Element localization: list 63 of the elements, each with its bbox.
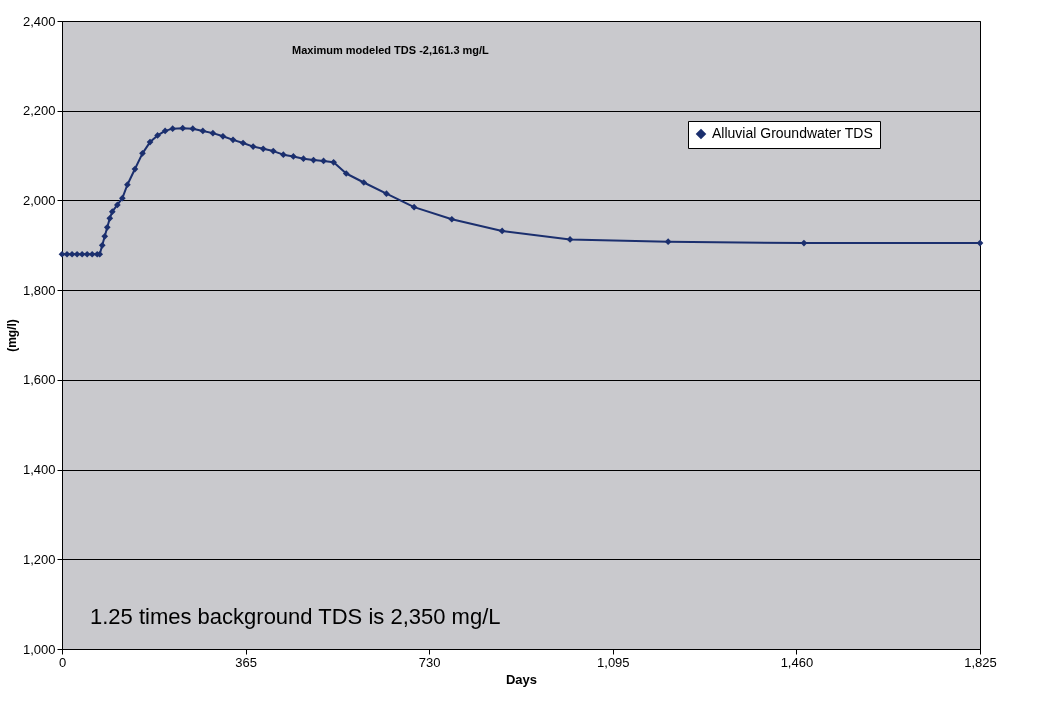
legend-label: Alluvial Groundwater TDS bbox=[712, 125, 873, 141]
point bbox=[229, 136, 237, 144]
point bbox=[410, 203, 418, 211]
point bbox=[269, 147, 277, 155]
point bbox=[83, 250, 91, 258]
point bbox=[360, 179, 368, 186]
point bbox=[154, 132, 161, 139]
point bbox=[63, 250, 71, 258]
point bbox=[119, 194, 126, 202]
x-axis-title: Days bbox=[505, 671, 538, 687]
point bbox=[279, 151, 287, 159]
point bbox=[330, 158, 337, 166]
x-tick-label: 1,825 bbox=[964, 654, 997, 670]
point bbox=[209, 129, 217, 137]
point bbox=[290, 153, 297, 160]
point bbox=[239, 139, 247, 147]
point bbox=[976, 239, 984, 247]
y-tick-label: 1,000 bbox=[22, 641, 56, 657]
point bbox=[800, 239, 808, 247]
point bbox=[219, 132, 227, 140]
x-tick-label: 0 bbox=[58, 654, 67, 670]
point bbox=[342, 170, 350, 177]
point bbox=[448, 215, 456, 223]
point bbox=[78, 250, 86, 258]
y-tick-label: 1,600 bbox=[22, 372, 56, 388]
annotation: Maximum modeled TDS -2,161.3 mg/L bbox=[292, 44, 490, 56]
annotation: 1.25 times background TDS is 2,350 mg/L bbox=[90, 604, 501, 629]
point bbox=[199, 127, 207, 135]
y-tick-label: 1,400 bbox=[22, 462, 56, 478]
point bbox=[498, 227, 506, 235]
point bbox=[103, 223, 111, 231]
point bbox=[179, 124, 187, 132]
point bbox=[300, 155, 307, 163]
x-tick-label: 1,095 bbox=[597, 654, 630, 670]
point bbox=[106, 215, 114, 222]
point bbox=[88, 250, 96, 258]
point bbox=[98, 241, 106, 249]
y-tick-label: 2,000 bbox=[22, 192, 56, 208]
point bbox=[113, 201, 121, 209]
point bbox=[73, 250, 81, 258]
x-tick-label: 730 bbox=[418, 654, 441, 670]
point bbox=[139, 149, 146, 157]
point bbox=[131, 165, 139, 173]
x-tick-label: 1,460 bbox=[780, 654, 814, 670]
point bbox=[259, 145, 267, 153]
x-tick-label: 365 bbox=[235, 654, 257, 670]
point bbox=[108, 208, 116, 215]
y-axis-title: (mg/l) bbox=[4, 319, 19, 352]
y-tick-label: 2,400 bbox=[22, 13, 56, 29]
point bbox=[664, 238, 672, 246]
point bbox=[169, 125, 177, 133]
point bbox=[161, 127, 169, 135]
point bbox=[68, 250, 76, 258]
y-tick-label: 2,200 bbox=[22, 103, 56, 119]
y-tick-label: 1,200 bbox=[22, 551, 56, 567]
point bbox=[58, 250, 66, 258]
point bbox=[189, 125, 197, 133]
point bbox=[249, 143, 257, 150]
point bbox=[146, 138, 154, 146]
point bbox=[101, 232, 109, 240]
y-tick-label: 1,800 bbox=[22, 282, 56, 298]
point bbox=[124, 181, 131, 189]
point bbox=[383, 190, 390, 198]
